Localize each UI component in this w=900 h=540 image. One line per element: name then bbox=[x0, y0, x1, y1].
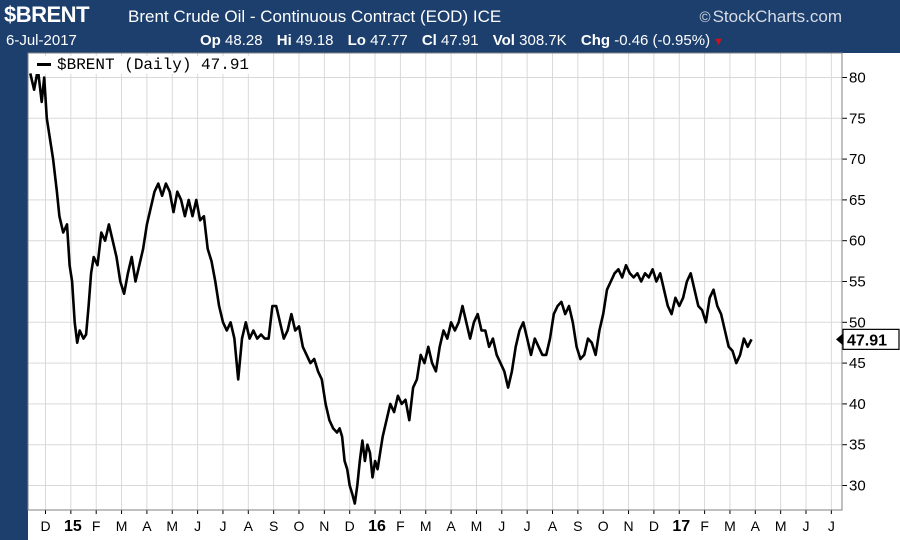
volume-value: 308.7K bbox=[519, 32, 567, 49]
x-tick-label: S bbox=[573, 518, 582, 534]
y-axis-panel bbox=[842, 53, 900, 510]
price-series-line bbox=[29, 68, 753, 505]
last-value-pointer-icon bbox=[836, 333, 843, 346]
change-value: -0.46 (-0.95%) bbox=[614, 32, 711, 49]
close-label: Cl bbox=[421, 32, 437, 49]
x-tick-label: J bbox=[828, 518, 835, 534]
legend-swatch bbox=[37, 63, 51, 67]
y-tick-label: 45 bbox=[849, 355, 866, 372]
x-tick-label: M bbox=[420, 518, 432, 534]
y-tick-label: 70 bbox=[849, 151, 866, 168]
quote-date: 6-Jul-2017 bbox=[6, 32, 77, 49]
last-value-label: 47.91 bbox=[847, 332, 887, 349]
y-tick-label: 55 bbox=[849, 274, 866, 291]
x-tick-label: S bbox=[269, 518, 278, 534]
high-value: 49.18 bbox=[295, 32, 334, 49]
x-tick-label: F bbox=[700, 518, 709, 534]
x-tick-label: M bbox=[166, 518, 178, 534]
x-tick-label: A bbox=[142, 518, 152, 534]
x-tick-label: J bbox=[498, 518, 505, 534]
x-axis-panel bbox=[28, 510, 900, 540]
y-tick-label: 35 bbox=[849, 437, 866, 454]
x-tick-label: F bbox=[92, 518, 101, 534]
high-label: Hi bbox=[276, 32, 292, 49]
x-tick-label: O bbox=[598, 518, 609, 534]
x-tick-label: M bbox=[116, 518, 128, 534]
instrument-name: Brent Crude Oil - Continuous Contract (E… bbox=[128, 7, 501, 27]
exchange-label: ICE bbox=[472, 7, 502, 26]
brand-name: StockCharts.com bbox=[712, 7, 842, 26]
change-label: Chg bbox=[580, 32, 611, 49]
legend-label: $BRENT (Daily) 47.91 bbox=[57, 56, 250, 74]
x-tick-label: D bbox=[40, 518, 50, 534]
x-tick-label: M bbox=[775, 518, 787, 534]
x-tick-label: D bbox=[649, 518, 659, 534]
x-tick-label: M bbox=[724, 518, 736, 534]
y-tick-label: 75 bbox=[849, 110, 866, 127]
x-tick-label: 17 bbox=[672, 518, 690, 535]
x-tick-label: A bbox=[751, 518, 761, 534]
x-tick-label: 16 bbox=[368, 518, 386, 535]
x-tick-label: N bbox=[623, 518, 633, 534]
close-value: 47.91 bbox=[441, 32, 479, 49]
low-label: Lo bbox=[347, 32, 366, 49]
chart-legend: $BRENT (Daily) 47.91 bbox=[34, 56, 253, 74]
y-tick-label: 40 bbox=[849, 396, 866, 413]
x-tick-label: A bbox=[446, 518, 456, 534]
instrument-title: Brent Crude Oil - Continuous Contract (E… bbox=[128, 7, 469, 26]
x-tick-label: J bbox=[219, 518, 226, 534]
y-tick-label: 30 bbox=[849, 478, 866, 495]
x-tick-label: D bbox=[345, 518, 355, 534]
volume-label: Vol bbox=[492, 32, 515, 49]
plot-border bbox=[27, 52, 843, 511]
x-tick-label: 15 bbox=[64, 518, 82, 535]
open-value: 48.28 bbox=[225, 32, 263, 49]
x-tick-label: J bbox=[194, 518, 201, 534]
x-tick-label: J bbox=[524, 518, 531, 534]
y-tick-label: 65 bbox=[849, 192, 866, 209]
x-tick-label: A bbox=[244, 518, 254, 534]
x-tick-label: F bbox=[396, 518, 405, 534]
down-arrow-icon: ▼ bbox=[713, 36, 724, 48]
x-tick-label: O bbox=[294, 518, 305, 534]
y-tick-label: 80 bbox=[849, 69, 866, 86]
x-tick-label: A bbox=[548, 518, 558, 534]
ticker-symbol: $BRENT bbox=[4, 2, 90, 27]
copyright-icon: © bbox=[699, 9, 711, 26]
low-value: 47.77 bbox=[370, 32, 408, 49]
x-tick-label: M bbox=[471, 518, 483, 534]
y-tick-label: 60 bbox=[849, 233, 866, 250]
open-label: Op bbox=[200, 32, 221, 49]
x-tick-label: J bbox=[803, 518, 810, 534]
brand-watermark: © StockCharts.com bbox=[700, 7, 843, 27]
ohlc-summary: Op 48.28 Hi 49.18 Lo 47.77 Cl 47.91 Vol … bbox=[200, 32, 724, 49]
y-tick-label: 50 bbox=[849, 314, 866, 331]
x-tick-label: N bbox=[319, 518, 329, 534]
